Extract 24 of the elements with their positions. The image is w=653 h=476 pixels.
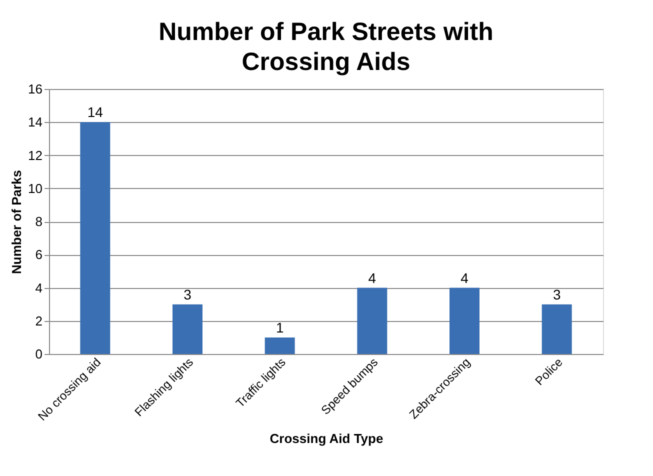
x-axis-title: Crossing Aid Type [270,430,384,446]
bar [172,304,202,354]
y-tick-label: 16 [28,82,42,96]
bar [357,288,388,354]
y-tick-label: 10 [28,180,42,196]
y-axis-title: Number of Parks [9,170,24,274]
data-label: 1 [276,319,284,336]
y-tick-label: 14 [28,114,42,130]
data-label: 4 [460,270,469,286]
data-label: 3 [184,286,192,302]
bar [80,122,110,354]
y-tick-label: 12 [28,148,42,163]
data-label: 4 [368,270,376,286]
bar [542,304,572,354]
y-tick-label: 4 [35,280,42,296]
y-tick-label: 8 [35,214,42,229]
chart-title: Number of Park Streets with Crossing Aids [158,18,494,76]
bar [450,288,480,354]
bar [264,337,295,354]
data-label: 14 [87,104,104,120]
y-tick-label: 6 [35,247,42,262]
y-tick-label: 0 [35,346,42,362]
data-label: 3 [552,286,561,302]
y-tick-label: 2 [35,313,42,328]
